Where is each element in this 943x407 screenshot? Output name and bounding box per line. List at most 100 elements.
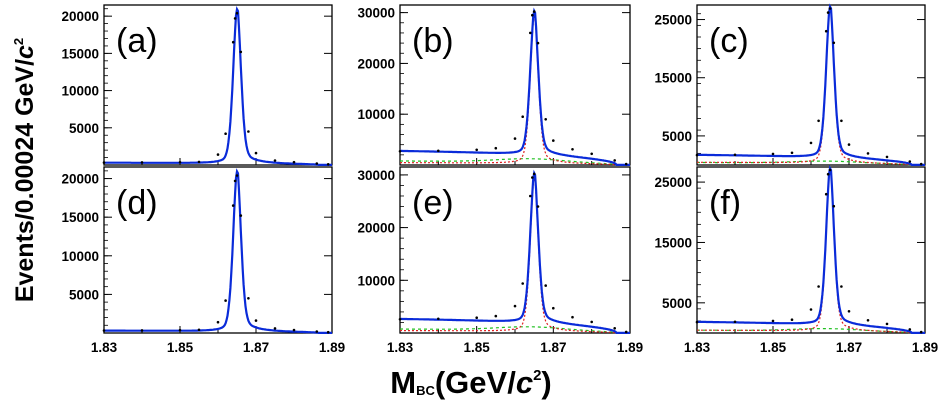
x-tick-label: 1.83 — [684, 340, 711, 355]
data-point — [840, 285, 843, 288]
y-tick-label: 20000 — [61, 172, 99, 187]
data-point — [326, 163, 330, 166]
data-point — [247, 297, 250, 300]
y-axis-title-main: Events/0.00024 GeV/ — [11, 59, 39, 302]
data-point — [233, 17, 237, 20]
data-point — [513, 304, 517, 308]
data-point — [437, 149, 440, 153]
y-tick-label: 5000 — [69, 121, 99, 136]
data-point — [832, 41, 836, 45]
panel-label: (d) — [116, 184, 158, 222]
data-point — [235, 11, 239, 15]
x-axis-title: MBC(GeV/c2) — [390, 365, 552, 400]
x-axis-title-main: M — [390, 365, 416, 400]
x-tick-label: 1.87 — [540, 340, 566, 355]
data-point — [102, 329, 106, 332]
x-axis-title-sub: BC — [416, 383, 435, 398]
y-tick-label: 25000 — [654, 175, 692, 190]
data-point — [231, 40, 235, 44]
data-point — [216, 320, 220, 324]
data-point — [885, 322, 889, 326]
panel-label: (b) — [412, 22, 454, 60]
x-axis-title-sup: 2 — [533, 367, 541, 384]
y-axis-title: Events/0.00024 GeV/c2 — [11, 38, 39, 302]
data-point — [544, 284, 547, 287]
data-point — [273, 327, 277, 330]
data-point — [529, 194, 532, 198]
panel-label: (e) — [412, 184, 454, 222]
data-point — [239, 214, 243, 217]
data-point — [140, 161, 144, 164]
data-point — [254, 151, 258, 155]
data-point — [590, 152, 593, 156]
x-axis-title-italic: c — [516, 365, 533, 400]
x-tick-label: 1.89 — [319, 340, 345, 355]
data-point — [140, 329, 144, 332]
data-point — [771, 319, 775, 323]
data-point — [908, 160, 912, 163]
data-point — [292, 328, 296, 332]
data-point — [531, 13, 534, 17]
panels: 5000 10000 15000 20000 (a) 10000 20000 30000 (b)… — [61, 3, 938, 355]
x-tick-label: 1.85 — [464, 340, 491, 355]
panel-d: 5000 10000 15000 20000 1.83 1.85 1.87 1.89 (d) — [61, 166, 345, 355]
y-axis-title-sup: 2 — [11, 38, 26, 45]
data-point — [292, 160, 296, 164]
data-point — [197, 160, 201, 164]
data-point — [832, 204, 836, 208]
data-point — [613, 327, 616, 330]
data-point — [817, 285, 820, 288]
y-tick-label: 10000 — [61, 84, 99, 99]
data-point — [224, 299, 227, 302]
data-point — [216, 153, 220, 156]
data-point — [613, 159, 616, 162]
data-point — [536, 205, 540, 208]
data-point — [273, 159, 277, 162]
y-tick-label: 20000 — [357, 56, 395, 71]
signal-curve — [697, 7, 925, 166]
data-point — [840, 119, 843, 123]
data-point — [475, 316, 479, 320]
background-curve — [400, 326, 630, 334]
data-point — [224, 132, 227, 135]
background-curve — [400, 158, 630, 166]
y-tick-label: 30000 — [357, 168, 395, 183]
data-point — [552, 139, 555, 142]
data-point — [235, 174, 239, 177]
data-point — [521, 282, 524, 285]
data-point — [590, 320, 593, 324]
y-tick-label: 15000 — [654, 71, 692, 86]
y-tick-label: 10000 — [357, 107, 395, 122]
data-point — [809, 141, 813, 145]
background-curve — [697, 328, 925, 334]
x-tick-label: 1.89 — [617, 340, 643, 355]
data-point — [885, 155, 889, 159]
panel-b: 10000 20000 30000 (b) — [357, 4, 631, 166]
data-point — [521, 115, 524, 118]
data-point — [919, 162, 923, 166]
data-point — [494, 146, 498, 150]
panel-a: 5000 10000 15000 20000 (a) — [61, 4, 333, 166]
y-tick-label: 20000 — [357, 221, 395, 236]
panel-label: (a) — [116, 22, 158, 60]
panel-e: 10000 20000 30000 1.83 1.85 1.87 1.89 (e) — [357, 166, 643, 355]
y-tick-label: 15000 — [61, 46, 99, 61]
data-point — [817, 119, 820, 123]
data-point — [532, 172, 536, 176]
data-point — [826, 11, 830, 14]
data-point — [826, 172, 830, 176]
data-point — [919, 330, 923, 334]
data-point — [771, 152, 775, 156]
data-point — [908, 328, 912, 331]
x-tick-label: 1.83 — [387, 340, 414, 355]
data-point — [552, 306, 555, 310]
data-point — [624, 162, 628, 166]
data-point — [197, 328, 201, 332]
background-curve — [697, 160, 925, 166]
y-tick-label: 10000 — [61, 249, 99, 264]
data-point — [239, 50, 243, 54]
data-point — [254, 319, 258, 322]
data-point — [828, 168, 832, 172]
panel-label: (c) — [709, 22, 749, 60]
